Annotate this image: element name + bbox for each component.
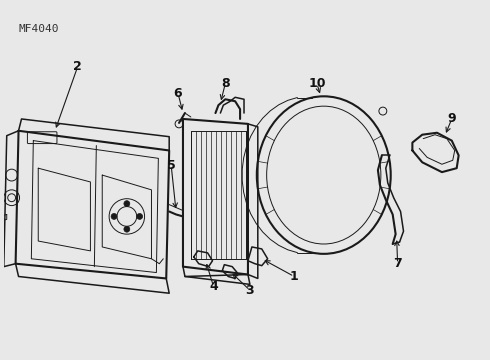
Text: 8: 8	[221, 77, 230, 90]
Text: 9: 9	[447, 112, 456, 125]
Text: MF4040: MF4040	[19, 24, 59, 34]
Text: 5: 5	[167, 159, 175, 172]
FancyBboxPatch shape	[27, 132, 57, 144]
Circle shape	[137, 213, 143, 219]
Circle shape	[124, 201, 130, 207]
Text: 2: 2	[73, 60, 82, 73]
Text: 10: 10	[308, 77, 326, 90]
Text: 3: 3	[245, 284, 254, 297]
Circle shape	[124, 226, 130, 232]
Text: 7: 7	[393, 257, 402, 270]
Text: 6: 6	[174, 87, 182, 100]
Text: 4: 4	[209, 280, 218, 293]
Circle shape	[111, 213, 117, 219]
Text: 1: 1	[290, 270, 298, 283]
